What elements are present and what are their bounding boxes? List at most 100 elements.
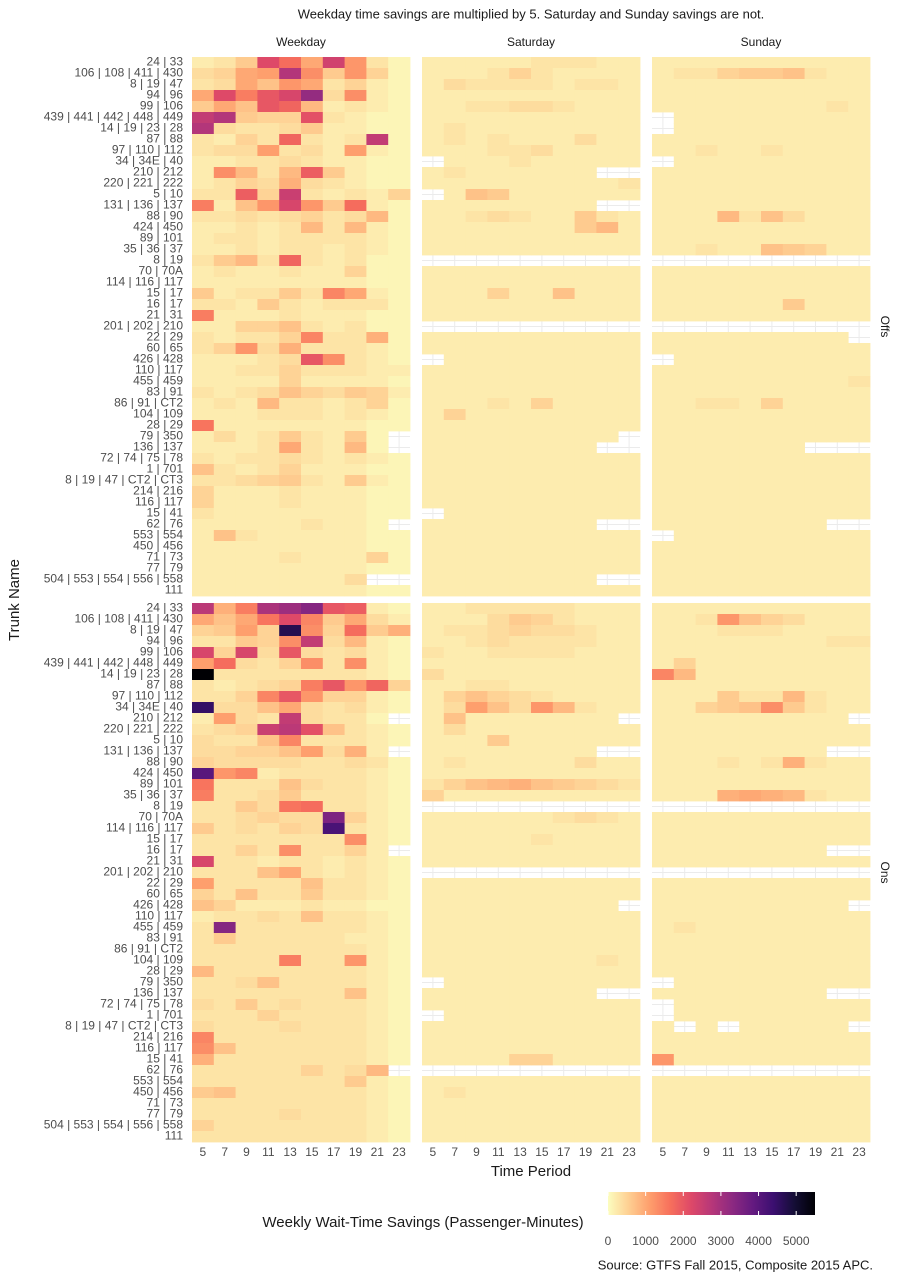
- heatmap-cell: [322, 442, 345, 454]
- heatmap-cell: [531, 156, 554, 168]
- heatmap-cell: [388, 603, 411, 615]
- heatmap-cell: [344, 409, 367, 421]
- heatmap-cell: [652, 563, 675, 575]
- heatmap-cell: [782, 1054, 805, 1066]
- heatmap-cell: [695, 746, 718, 758]
- heatmap-cell: [695, 724, 718, 736]
- heatmap-cell: [388, 966, 411, 978]
- heatmap-cell: [596, 211, 619, 223]
- heatmap-cell: [552, 1076, 575, 1088]
- heatmap-cell: [717, 365, 740, 377]
- heatmap-cell: [487, 464, 510, 476]
- heatmap-cell: [673, 222, 696, 234]
- y-tick-label: 210 | 212: [133, 165, 183, 179]
- heatmap-cell: [761, 332, 784, 344]
- heatmap-cell: [465, 856, 488, 868]
- heatmap-cell: [388, 834, 411, 846]
- heatmap-cell: [695, 299, 718, 311]
- heatmap-cell: [213, 647, 236, 659]
- heatmap-cell: [596, 658, 619, 670]
- heatmap-cell: [596, 724, 619, 736]
- heatmap-cell: [673, 57, 696, 69]
- heatmap-cell: [574, 1087, 597, 1099]
- heatmap-cell: [618, 779, 641, 791]
- heatmap-cell: [804, 585, 827, 597]
- heatmap-cell: [235, 889, 258, 901]
- heatmap-cell: [618, 1054, 641, 1066]
- heatmap-cell: [596, 79, 619, 91]
- heatmap-cell: [717, 90, 740, 102]
- heatmap-cell: [574, 409, 597, 421]
- heatmap-cell: [443, 244, 466, 256]
- heatmap-cell: [804, 222, 827, 234]
- heatmap-cell: [761, 585, 784, 597]
- heatmap-cell: [366, 431, 389, 443]
- heatmap-cell: [366, 1131, 389, 1143]
- heatmap-cell: [388, 735, 411, 747]
- x-tick-label: 15: [535, 1145, 549, 1159]
- heatmap-cell: [235, 834, 258, 846]
- heatmap-cell: [388, 1043, 411, 1055]
- heatmap-cell: [739, 999, 762, 1011]
- heatmap-cell: [804, 658, 827, 670]
- heatmap-cell: [509, 1010, 532, 1022]
- heatmap-cell: [465, 112, 488, 124]
- heatmap-cell: [848, 310, 871, 322]
- heatmap-cell: [366, 603, 389, 615]
- heatmap-cell: [322, 343, 345, 355]
- heatmap-cell: [509, 200, 532, 212]
- heatmap-cell: [761, 233, 784, 245]
- heatmap-cell: [509, 1087, 532, 1099]
- heatmap-cell: [366, 200, 389, 212]
- heatmap-cell: [388, 1098, 411, 1110]
- heatmap-cell: [279, 713, 302, 725]
- heatmap-cell: [618, 889, 641, 901]
- heatmap-cell: [257, 255, 280, 267]
- heatmap-cell: [257, 636, 280, 648]
- y-tick-label: 220 | 221 | 222: [103, 176, 183, 190]
- colorbar-tick-label: 0: [605, 1234, 612, 1248]
- heatmap-cell: [618, 1043, 641, 1055]
- heatmap-cell: [652, 68, 675, 80]
- heatmap-cell: [213, 200, 236, 212]
- heatmap-cell: [366, 966, 389, 978]
- heatmap-cell: [388, 464, 411, 476]
- heatmap-cell: [804, 541, 827, 553]
- heatmap-cell: [596, 845, 619, 857]
- heatmap-cell: [804, 332, 827, 344]
- heatmap-cell: [695, 900, 718, 912]
- heatmap-cell: [344, 735, 367, 747]
- heatmap-cell: [257, 420, 280, 432]
- heatmap-cell: [213, 1120, 236, 1132]
- heatmap-cell: [213, 1109, 236, 1121]
- heatmap-cell: [574, 244, 597, 256]
- heatmap-cell: [717, 1010, 740, 1022]
- heatmap-cell: [673, 530, 696, 542]
- heatmap-cell: [618, 614, 641, 626]
- heatmap-cell: [848, 790, 871, 802]
- heatmap-cell: [388, 658, 411, 670]
- heatmap-cell: [465, 233, 488, 245]
- heatmap-cell: [596, 123, 619, 135]
- heatmap-cell: [235, 541, 258, 553]
- heatmap-cell: [301, 702, 324, 714]
- heatmap-cell: [388, 1087, 411, 1099]
- heatmap-cell: [279, 343, 302, 355]
- heatmap-cell: [443, 497, 466, 509]
- heatmap-cell: [322, 167, 345, 179]
- heatmap-cell: [596, 735, 619, 747]
- heatmap-cell: [652, 1120, 675, 1132]
- heatmap-cell: [552, 878, 575, 890]
- heatmap-cell: [531, 189, 554, 201]
- heatmap-cell: [235, 1109, 258, 1121]
- heatmap-cell: [782, 922, 805, 934]
- heatmap-cell: [388, 801, 411, 813]
- heatmap-cell: [826, 878, 849, 890]
- heatmap-cell: [782, 156, 805, 168]
- heatmap-cell: [213, 680, 236, 692]
- heatmap-cell: [301, 277, 324, 289]
- heatmap-cell: [574, 812, 597, 824]
- heatmap-cell: [552, 944, 575, 956]
- heatmap-cell: [531, 178, 554, 190]
- heatmap-cell: [826, 112, 849, 124]
